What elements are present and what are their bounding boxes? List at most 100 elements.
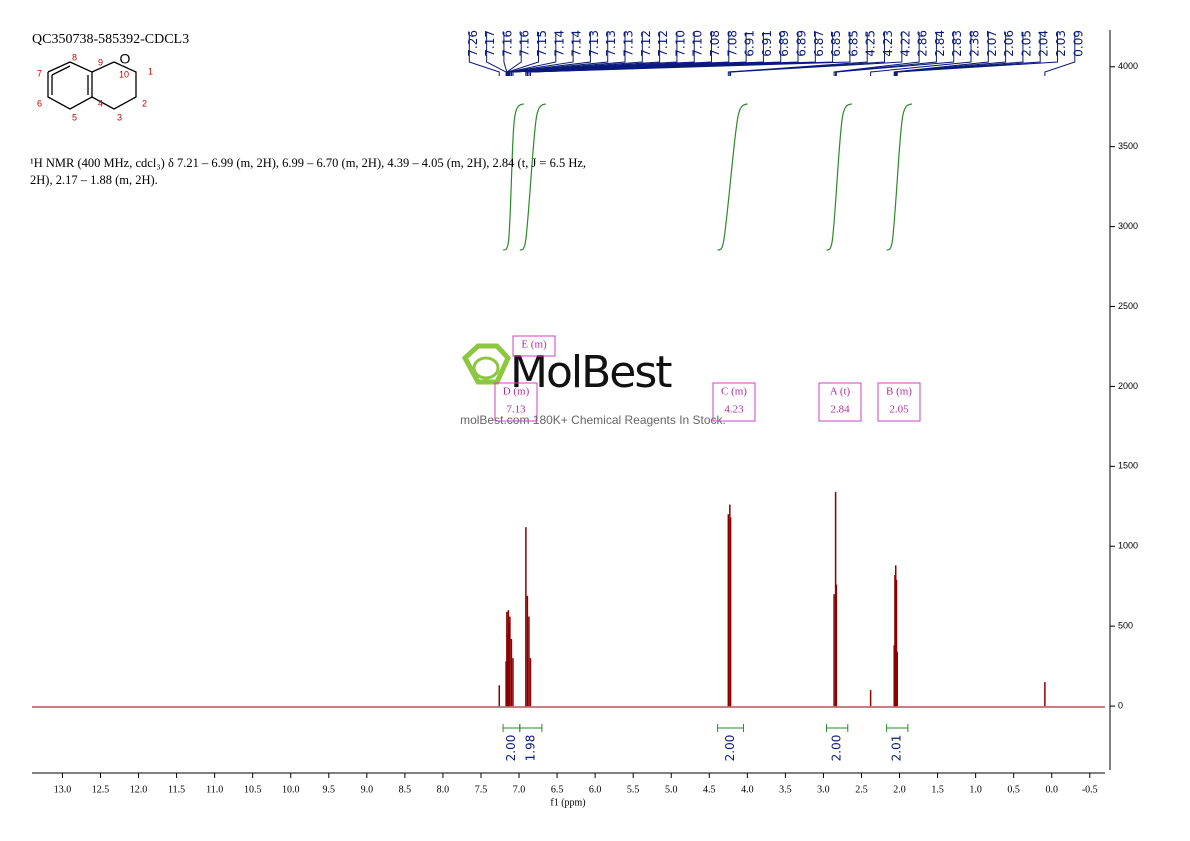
atom-number: 10 (119, 69, 129, 79)
peak-label: 2.86 (916, 30, 930, 57)
nmr-description: ¹H NMR (400 MHz, cdcl₃) δ 7.21 – 6.99 (m… (30, 156, 587, 187)
x-tick-label: 11.0 (206, 784, 223, 795)
integral-curve (826, 103, 852, 251)
multiplet-box (877, 382, 921, 422)
peak-label: 2.84 (933, 30, 947, 57)
y-tick-label: 500 (1118, 621, 1133, 631)
peak-label-leader (833, 32, 920, 76)
peak-label: 7.12 (656, 30, 670, 57)
multiplet-box (818, 382, 862, 422)
multiplet-label: A (t) (830, 386, 851, 398)
atom-bg: O (120, 51, 131, 67)
integral-value: 1.98 (523, 735, 537, 762)
x-tick-label: 1.0 (969, 784, 982, 795)
peak-label: 7.10 (673, 30, 687, 57)
x-tick-label: 4.0 (741, 784, 754, 795)
atom-number: 4 (98, 98, 103, 108)
peak-label: 7.08 (725, 30, 739, 57)
peak-label: 7.16 (500, 30, 514, 57)
x-tick-label: 3.0 (817, 784, 830, 795)
multiplet-box (494, 382, 538, 422)
y-tick-label: 4000 (1118, 61, 1138, 71)
x-tick-label: 5.5 (627, 784, 640, 795)
atom-number: 2 (142, 98, 147, 108)
multiplet-box (512, 335, 556, 357)
sample-title: QC350738-585392-CDCL3 (32, 32, 189, 47)
atom-number: 5 (72, 112, 77, 122)
y-tick-label: 2500 (1118, 301, 1138, 311)
x-tick-label: -0.5 (1082, 784, 1098, 795)
peak-label: 7.17 (483, 30, 497, 57)
peak-label-leader (895, 32, 1024, 76)
peak-label: 7.13 (622, 30, 636, 57)
peak-label: 2.07 (985, 30, 999, 57)
integral-value: 2.01 (890, 735, 904, 762)
peak-label-leader (895, 32, 1041, 76)
peak-label: 7.13 (604, 30, 618, 57)
peak-label: 7.14 (552, 30, 566, 57)
peak-label: 6.91 (760, 30, 774, 57)
atom-number: 6 (37, 98, 42, 108)
integral-curve (503, 103, 524, 251)
peak-label: 2.05 (1019, 30, 1033, 57)
x-tick-label: 6.5 (551, 784, 564, 795)
multiplet-shift: 2.84 (830, 404, 850, 416)
structure (47, 61, 137, 110)
peak-label-leader (1044, 32, 1076, 76)
integral-bracket (825, 724, 849, 732)
peak-label: 2.06 (1002, 30, 1016, 57)
x-tick-label: 10.0 (282, 784, 300, 795)
peak-label: 7.14 (570, 30, 584, 57)
multiplet-shift: 2.05 (889, 404, 909, 416)
watermark: MolBest molBest.com 180K+ Chemical Reage… (460, 343, 726, 427)
integral-value: 2.00 (830, 735, 844, 762)
peak-label: 7.13 (587, 30, 601, 57)
atom-number: 9 (98, 57, 103, 67)
x-tick-label: 8.5 (399, 784, 412, 795)
peak-label-leader (896, 32, 1059, 76)
integral-value: 2.00 (504, 735, 518, 762)
atom-label: O (120, 51, 131, 67)
peak-label: 2.03 (1054, 30, 1068, 57)
x-tick-label: 10.5 (244, 784, 262, 795)
peak-label-leader (486, 32, 507, 76)
multiplet-box (712, 382, 756, 422)
x-tick-label: 7.0 (513, 784, 526, 795)
y-tick-label: 1500 (1118, 461, 1138, 471)
integral-bracket (717, 724, 745, 732)
x-tick-label: 12.0 (130, 784, 148, 795)
peak-label: 6.91 (743, 30, 757, 57)
multiplet-shift: 7.13 (506, 404, 526, 416)
atom-number: 1 (148, 66, 153, 76)
atom-number: 3 (117, 112, 122, 122)
peak-label: 0.09 (1071, 30, 1085, 57)
y-tick-label: 3000 (1118, 221, 1138, 231)
peak-label-leader (835, 32, 937, 76)
multiplet-label: E (m) (521, 339, 547, 351)
peak-label-leader (729, 32, 886, 76)
integral-value: 2.00 (723, 735, 737, 762)
integral-curve (717, 103, 748, 251)
peak-label: 6.87 (812, 30, 826, 57)
atom-number: 8 (72, 52, 77, 62)
x-tick-label: 1.5 (931, 784, 944, 795)
x-tick-label: 9.0 (361, 784, 374, 795)
y-tick-label: 1000 (1118, 541, 1138, 551)
x-tick-label: 2.5 (855, 784, 868, 795)
peak-label: 2.04 (1037, 30, 1051, 57)
peak-label-leader (507, 32, 574, 76)
peak-label: 7.12 (639, 30, 653, 57)
peak-label-leader (509, 32, 661, 76)
peak-label-leader (529, 32, 851, 76)
multiplet-label: D (m) (503, 386, 530, 398)
peak-label: 7.10 (691, 30, 705, 57)
peak-label-leader (507, 32, 540, 76)
peak-label: 4.25 (864, 30, 878, 57)
x-tick-label: 3.5 (779, 784, 792, 795)
x-tick-label: 12.5 (92, 784, 110, 795)
peak-label: 7.26 (466, 30, 480, 57)
peak-label: 6.85 (846, 30, 860, 57)
peak-label-leader (512, 32, 730, 76)
peak-label-leader (506, 32, 522, 76)
